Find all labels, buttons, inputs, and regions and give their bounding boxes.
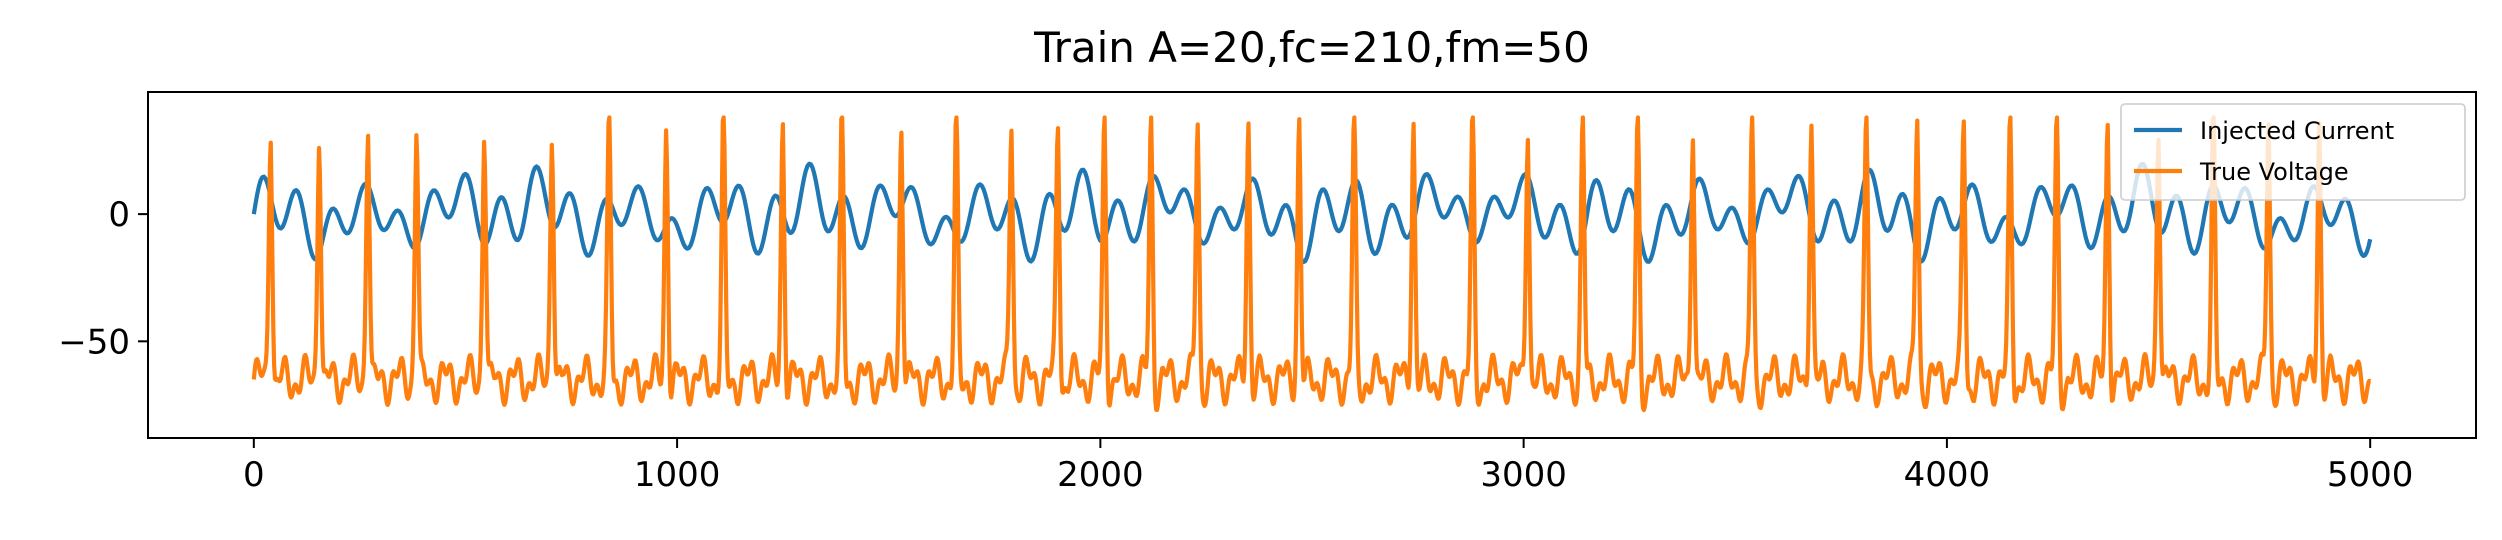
legend-label-true-voltage: True Voltage <box>2199 158 2349 186</box>
chart-title: Train A=20,fc=210,fm=50 <box>1033 23 1590 72</box>
chart-legend: Injected Current True Voltage <box>2120 103 2466 201</box>
y-tick-label: 0 <box>108 195 130 235</box>
x-tick-label: 1000 <box>634 455 721 495</box>
x-axis: 0 1000 2000 3000 4000 5000 <box>243 438 2413 495</box>
x-tick-label: 0 <box>243 455 265 495</box>
x-tick-label: 2000 <box>1057 455 1144 495</box>
series-line-true-voltage <box>251 115 2372 413</box>
x-tick-label: 3000 <box>1480 455 1567 495</box>
legend-box <box>2120 103 2466 201</box>
x-tick-label: 5000 <box>2327 455 2414 495</box>
x-tick-label: 4000 <box>1904 455 1991 495</box>
series-layer <box>251 115 2373 413</box>
y-axis: 0 −50 <box>58 195 148 362</box>
legend-label-injected-current: Injected Current <box>2200 117 2394 145</box>
plot-frame <box>147 91 2477 439</box>
y-tick-label: −50 <box>58 322 130 362</box>
plot-area: 0 1000 2000 3000 4000 5000 0 −50 <box>58 91 2477 495</box>
